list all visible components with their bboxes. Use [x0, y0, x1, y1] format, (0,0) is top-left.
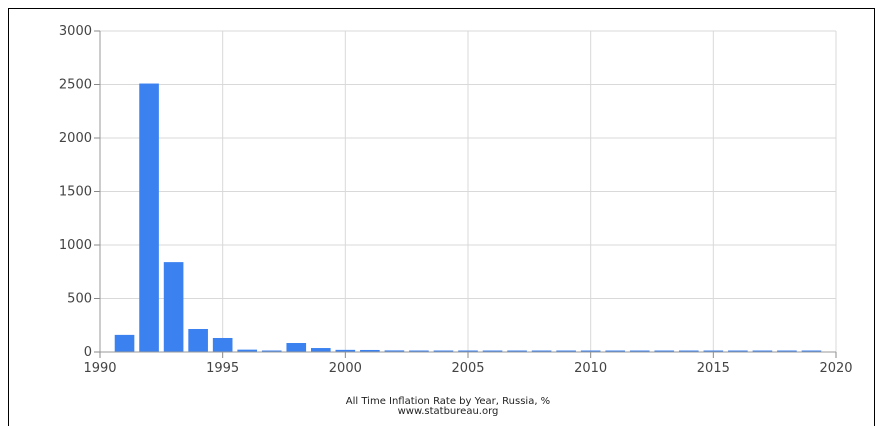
bar-2015: [703, 350, 724, 352]
bar-2005: [458, 350, 478, 352]
bar-2016: [728, 350, 748, 352]
y-tick-label: 0: [84, 345, 92, 360]
bar-2006: [482, 350, 503, 352]
bar-2004: [433, 350, 454, 352]
bar-1995: [212, 337, 233, 352]
y-tick-label: 2500: [59, 78, 92, 93]
y-tick-label: 1000: [59, 238, 92, 253]
bar-2017: [752, 350, 773, 352]
x-tick-label: 1995: [206, 361, 239, 376]
bar-2014: [678, 350, 699, 352]
bar-2011: [605, 350, 626, 352]
bar-2012: [629, 350, 650, 352]
bar-2013: [654, 350, 675, 352]
x-tick-label: 2005: [451, 361, 484, 376]
y-tick-label: 500: [67, 292, 92, 307]
bar-1998: [286, 343, 307, 352]
x-tick-label: 2000: [329, 361, 362, 376]
x-tick-label: 2020: [819, 361, 852, 376]
y-tick-label: 2000: [59, 131, 92, 146]
chart-title: All Time Inflation Rate by Year, Russia,…: [346, 396, 550, 407]
x-tick-label: 1990: [83, 361, 116, 376]
bar-2000: [335, 349, 356, 352]
y-tick-label: 1500: [59, 185, 92, 200]
grid: [99, 30, 837, 353]
y-tick-label: 3000: [59, 24, 92, 39]
bar-2002: [384, 350, 405, 352]
bar-1993: [163, 262, 184, 352]
bar-2010: [580, 350, 601, 352]
bar-1997: [261, 350, 282, 352]
x-tick-label: 2010: [574, 361, 607, 376]
bar-1999: [310, 348, 331, 352]
bars: [114, 83, 822, 353]
bar-1992: [139, 83, 159, 353]
bar-2018: [777, 350, 797, 352]
bar-2009: [556, 350, 576, 352]
bar-2019: [801, 350, 822, 352]
bar-1991: [114, 334, 135, 352]
x-tick-label: 2015: [697, 361, 730, 376]
bar-2003: [409, 350, 429, 352]
tick-labels: 0 500 1000 1500 2000 2500 3000 1990 1995 2000 2005…: [59, 24, 853, 376]
chart-source: www.statbureau.org: [398, 406, 499, 417]
axes: [94, 30, 837, 358]
bar-2007: [507, 350, 527, 352]
bar-2001: [360, 349, 380, 352]
bar-1996: [237, 349, 258, 352]
bar-1994: [188, 328, 208, 352]
bar-2008: [531, 350, 552, 352]
